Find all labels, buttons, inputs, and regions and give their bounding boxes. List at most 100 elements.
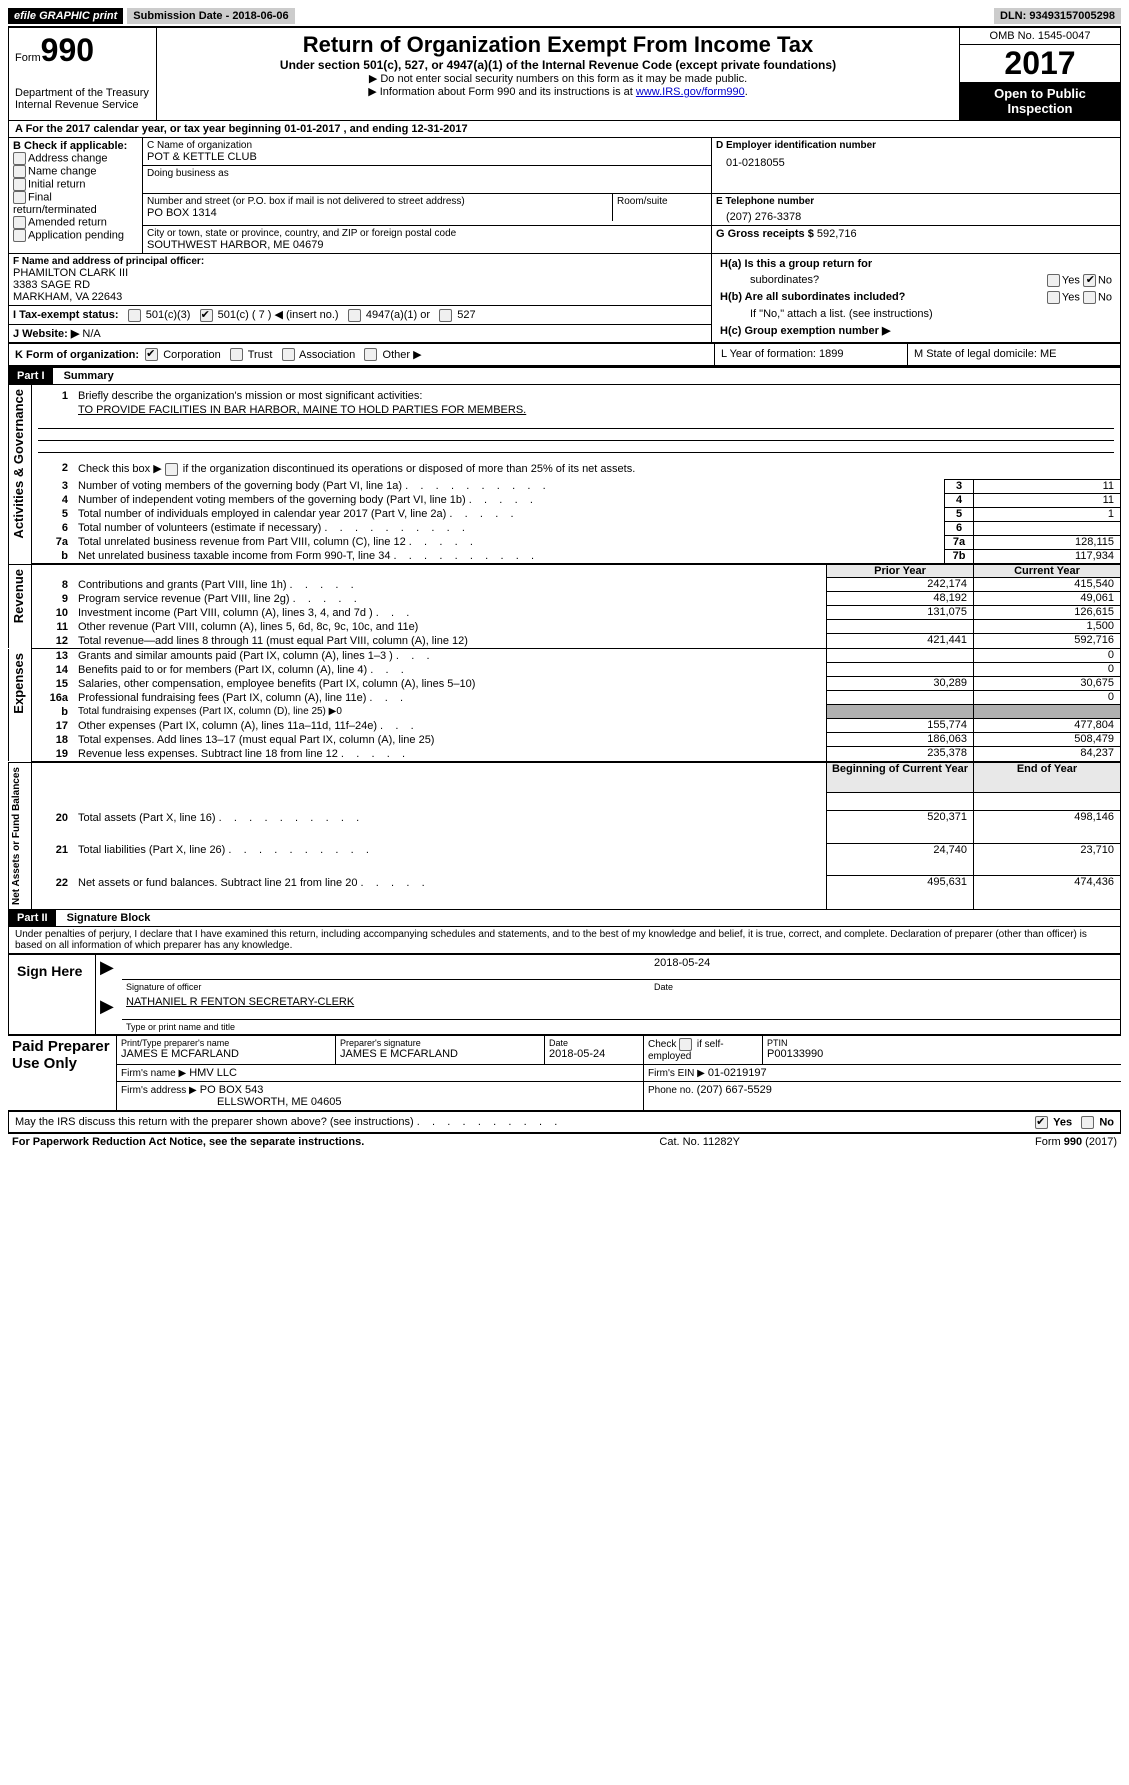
discuss-no-label: No (1099, 1116, 1114, 1128)
k-other-checkbox[interactable] (364, 348, 377, 361)
line-4: Number of independent voting members of … (74, 493, 938, 507)
paid-preparer-block: Paid Preparer Use Only Print/Type prepar… (8, 1034, 1121, 1112)
sign-here-block: Sign Here ▶ 2018-05-24 Signature of offi… (8, 953, 1121, 1034)
discuss-yes-label: Yes (1053, 1116, 1072, 1128)
k-trust-checkbox[interactable] (230, 348, 243, 361)
p19: 235,378 (827, 747, 974, 762)
discuss-no-checkbox[interactable] (1081, 1116, 1094, 1129)
firm-city: ELLSWORTH, ME 04605 (121, 1096, 342, 1108)
val-7b: 117,934 (974, 549, 1121, 564)
ptin: P00133990 (767, 1048, 1117, 1060)
dln: DLN: 93493157005298 (994, 8, 1121, 24)
i-527-checkbox[interactable] (439, 309, 452, 322)
street-value: PO BOX 1314 (147, 207, 608, 219)
i-501c-checkbox[interactable] (200, 309, 213, 322)
c15: 30,675 (974, 677, 1121, 691)
yes-label-2: Yes (1062, 291, 1080, 303)
h-a-yes-checkbox[interactable] (1047, 274, 1060, 287)
opt-name-change[interactable]: Name change (13, 165, 138, 178)
part-1-subtitle: Summary (56, 370, 114, 382)
officer-city: MARKHAM, VA 22643 (13, 291, 707, 303)
p21: 24,740 (827, 843, 974, 876)
c10: 126,615 (974, 606, 1121, 620)
box-g: G Gross receipts $ 592,716 (712, 226, 1121, 254)
line-12: Total revenue—add lines 8 through 11 (mu… (74, 634, 820, 648)
k-other-label: Other ▶ (383, 349, 422, 361)
date-label: Date (650, 980, 1121, 995)
opt-app-pending[interactable]: Application pending (13, 229, 138, 242)
p18: 186,063 (827, 733, 974, 747)
opt-initial-return[interactable]: Initial return (13, 178, 138, 191)
h-a-sub: subordinates? (716, 272, 978, 289)
i-527-label: 527 (457, 309, 475, 321)
discuss-yes-checkbox[interactable] (1035, 1116, 1048, 1129)
c20: 498,146 (974, 811, 1121, 844)
submission-date: Submission Date - 2018-06-06 (127, 8, 294, 24)
line-5: Total number of individuals employed in … (74, 507, 938, 521)
summary-table: Activities & Governance 1Briefly describ… (8, 385, 1121, 564)
line-2-checkbox[interactable] (165, 463, 178, 476)
opt-amended-return[interactable]: Amended return (13, 216, 138, 229)
c12: 592,716 (974, 634, 1121, 649)
opt-amended-return-label: Amended return (28, 216, 107, 228)
p12: 421,441 (827, 634, 974, 649)
c13: 0 (974, 649, 1121, 663)
line-7a: Total unrelated business revenue from Pa… (74, 535, 938, 549)
gross-receipts-value: 592,716 (817, 228, 857, 240)
city-label: City or town, state or province, country… (147, 228, 707, 239)
line-14: Benefits paid to or for members (Part IX… (74, 663, 820, 677)
c9: 49,061 (974, 592, 1121, 606)
officer-name-title: NATHANIEL R FENTON SECRETARY-CLERK (122, 994, 1121, 1019)
i-4947-label: 4947(a)(1) or (366, 309, 430, 321)
officer-street: 3383 SAGE RD (13, 279, 707, 291)
prep-date-label: Date (549, 1038, 639, 1048)
line-10: Investment income (Part VIII, column (A)… (74, 606, 820, 620)
val-6 (974, 521, 1121, 535)
p9: 48,192 (827, 592, 974, 606)
note-info: ▶ Information about Form 990 and its ins… (163, 85, 953, 98)
box-b-label: B Check if applicable: (13, 140, 138, 152)
discuss-label: May the IRS discuss this return with the… (15, 1116, 557, 1128)
prior-year-header: Prior Year (827, 565, 974, 578)
line-6: Total number of volunteers (estimate if … (74, 521, 938, 535)
i-4947-checkbox[interactable] (348, 309, 361, 322)
revenue-table: Revenue Prior Year Current Year 8Contrib… (8, 564, 1121, 649)
no-label: No (1098, 274, 1112, 286)
form-header: Form990 Department of the Treasury Inter… (8, 26, 1121, 121)
opt-final-return[interactable]: Final return/terminated (13, 191, 138, 216)
irs-link[interactable]: www.IRS.gov/form990 (636, 86, 745, 98)
tax-year: 2017 (960, 45, 1120, 82)
c21: 23,710 (974, 843, 1121, 876)
c14: 0 (974, 663, 1121, 677)
self-emp-checkbox[interactable] (679, 1038, 692, 1051)
name-title-label: Type or print name and title (122, 1019, 1121, 1034)
prep-sig: JAMES E MCFARLAND (340, 1048, 540, 1060)
line-3: Number of voting members of the governin… (74, 479, 938, 493)
p14 (827, 663, 974, 677)
k-corp-checkbox[interactable] (145, 348, 158, 361)
no-label-2: No (1098, 291, 1112, 303)
note-ssn: ▶ Do not enter social security numbers o… (163, 72, 953, 85)
h-b-yes-checkbox[interactable] (1047, 291, 1060, 304)
sig-officer-label: Signature of officer (122, 980, 650, 995)
part-2-subtitle: Signature Block (59, 912, 151, 924)
side-netassets: Net Assets or Fund Balances (9, 763, 24, 909)
c11: 1,500 (974, 620, 1121, 634)
k-assoc-checkbox[interactable] (282, 348, 295, 361)
line-16a: Professional fundraising fees (Part IX, … (74, 691, 820, 705)
h-b-no-checkbox[interactable] (1083, 291, 1096, 304)
h-a-no-checkbox[interactable] (1083, 274, 1096, 287)
opt-name-change-label: Name change (28, 165, 97, 177)
c8: 415,540 (974, 578, 1121, 592)
h-a-label: H(a) Is this a group return for (720, 258, 872, 270)
gross-receipts-label: G Gross receipts $ (716, 228, 814, 240)
p10: 131,075 (827, 606, 974, 620)
p15: 30,289 (827, 677, 974, 691)
firm-name: HMV LLC (189, 1067, 237, 1079)
i-501c3-checkbox[interactable] (128, 309, 141, 322)
p20: 520,371 (827, 811, 974, 844)
h-c-label: H(c) Group exemption number ▶ (720, 325, 890, 337)
opt-address-change[interactable]: Address change (13, 152, 138, 165)
dept-label: Department of the Treasury (15, 87, 150, 99)
org-name: POT & KETTLE CLUB (147, 151, 707, 163)
